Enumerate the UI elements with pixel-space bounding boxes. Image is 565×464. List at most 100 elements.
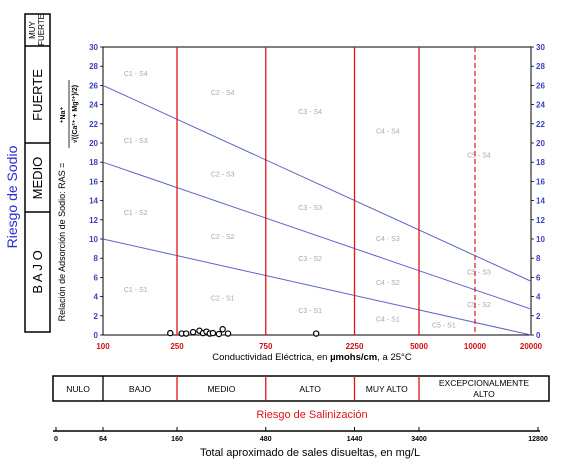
- y-tick-label-right: 4: [536, 293, 541, 302]
- y-tick-label-right: 6: [536, 273, 541, 282]
- salinity-level-label: MUY ALTO: [366, 384, 408, 394]
- zone-label: C4 - S3: [376, 236, 400, 243]
- data-points: [167, 326, 320, 338]
- y-tick-label-right: 16: [536, 177, 545, 186]
- data-point: [209, 329, 217, 337]
- y-tick-label-right: 22: [536, 120, 545, 129]
- zone-label: C2 - S2: [211, 234, 235, 241]
- y-tick-label-left: 10: [89, 235, 98, 244]
- salinity-level-label: ALTO: [299, 384, 321, 394]
- salinity-level-label: MEDIO: [207, 384, 235, 394]
- sodium-line: [102, 161, 532, 310]
- x-ticks: 100 250 750 2250 5000 10000 20000: [96, 342, 542, 351]
- tds-tick-label: 0: [54, 436, 58, 443]
- zone-label: C3 - S3: [298, 205, 322, 212]
- y-tick-label-right: 26: [536, 81, 545, 90]
- zone-labels: C1 - S4 C1 - S3 C1 - S2 C1 - S1 C2 - S4 C2 - …: [124, 71, 491, 330]
- y-tick-label-right: 28: [536, 62, 545, 71]
- y-tick-label-left: 18: [89, 158, 98, 167]
- y-tick-label-left: 24: [89, 101, 98, 110]
- tds-tick-label: 3400: [411, 436, 427, 443]
- y-tick-label-right: 2: [536, 312, 541, 321]
- x-tick-label: 100: [96, 342, 110, 351]
- tds-axis-label: Total aproximado de sales disueltas, en …: [200, 447, 420, 459]
- x-axis-label: Conductividad Eléctrica, en µmohs/cm, a …: [212, 352, 412, 363]
- x-tick-label: 750: [259, 342, 273, 351]
- tds-tick-label: 480: [260, 436, 272, 443]
- data-point: [182, 330, 190, 337]
- x-tick-label: 2250: [346, 342, 364, 351]
- x-tick-label: 250: [170, 342, 184, 351]
- y-tick-label-left: 0: [94, 331, 99, 340]
- zone-label: C3 - S2: [298, 256, 322, 263]
- y-tick-label-right: 14: [536, 197, 545, 206]
- zone-label: C2 - S3: [211, 172, 235, 179]
- zone-label: C3 - S4: [298, 109, 322, 116]
- y-axis-label-text: Relación de Adsorción de Sodio: RAS =: [57, 163, 67, 322]
- y-tick-label-right: 20: [536, 139, 545, 148]
- data-point: [312, 330, 320, 337]
- tds-tick-label: 160: [171, 436, 183, 443]
- sodium-level-medio: MEDIO: [30, 157, 45, 200]
- sodium-level-muy-fuerte: MUY: [28, 20, 37, 38]
- salinity-level-label: NULO: [66, 384, 90, 394]
- plot-area: C1 - S4 C1 - S3 C1 - S2 C1 - S1 C2 - S4 C2 - …: [89, 43, 545, 351]
- salinity-level-label-line2: ALTO: [473, 389, 495, 399]
- salinity-levels: NULO BAJO MEDIO ALTO MUY ALTO EXCEPCIONALMENT…: [66, 376, 529, 401]
- y-tick-label-right: 12: [536, 216, 545, 225]
- data-point: [167, 329, 174, 337]
- sodium-level-bajo: B A J O: [30, 250, 45, 293]
- zone-label: C4 - S1: [376, 317, 400, 324]
- data-point: [189, 328, 197, 336]
- y-tick-label-left: 30: [89, 43, 98, 52]
- zone-label: C5 - S3: [467, 270, 491, 277]
- y-tick-label-left: 22: [89, 120, 98, 129]
- y-tick-label-right: 0: [536, 331, 541, 340]
- y-tick-label-left: 26: [89, 81, 98, 90]
- data-point: [219, 326, 226, 333]
- sodium-risk-title: Riesgo de Sodio: [4, 145, 20, 248]
- sodium-risk-box: [24, 13, 51, 333]
- sodium-lines: [102, 84, 532, 336]
- salinity-risk-box: [52, 375, 550, 402]
- zone-label: C5 - S2: [467, 302, 491, 309]
- zone-label: C2 - S1: [211, 295, 235, 302]
- zone-label: C3 - S1: [298, 308, 322, 315]
- data-point: [224, 330, 232, 337]
- zone-label: C1 - S3: [124, 138, 148, 145]
- sodium-line: [102, 84, 532, 282]
- y-axis-formula-denominator: √((Ca²⁺ + Mg²⁺)/2): [71, 85, 79, 143]
- salinity-risk-bar: NULO BAJO MEDIO ALTO MUY ALTO EXCEPCIONALMENT…: [52, 375, 550, 402]
- zone-label: C4 - S2: [376, 280, 400, 287]
- x-tick-label: 10000: [464, 342, 487, 351]
- zone-label: C2 - S4: [211, 90, 235, 97]
- tds-axis: 0 64 160 480 1440 3400 12800 Total aproximado …: [53, 427, 548, 459]
- y-tick-label-left: 20: [89, 139, 98, 148]
- y-tick-label-left: 4: [94, 293, 99, 302]
- y-tick-label-left: 8: [94, 254, 99, 263]
- zone-label: C1 - S1: [124, 287, 148, 294]
- sodium-line: [102, 238, 532, 336]
- y-tick-label-right: 30: [536, 43, 545, 52]
- y-tick-label-left: 2: [94, 312, 99, 321]
- salinity-level-label: EXCEPCIONALMENTE: [439, 378, 530, 388]
- salinity-level-label: BAJO: [129, 384, 152, 394]
- y-tick-label-right: 10: [536, 235, 545, 244]
- y-tick-label-left: 16: [89, 177, 98, 186]
- salinity-lines: [176, 47, 476, 335]
- sodium-level-fuerte: FUERTE: [30, 69, 45, 121]
- zone-label: C4 - S4: [376, 128, 400, 135]
- zone-label: C1 - S4: [124, 71, 148, 78]
- tds-tick-label: 12800: [528, 436, 548, 443]
- y-tick-label-right: 8: [536, 254, 541, 263]
- sodium-risk-panel: Riesgo de Sodio B A J O MEDIO FUERTE MUY…: [4, 13, 51, 333]
- salinity-risk-title: Riesgo de Salinización: [256, 409, 367, 421]
- x-tick-label: 5000: [410, 342, 428, 351]
- zone-label: C5 - S1: [432, 322, 456, 329]
- zone-label: C5 - S4: [467, 152, 491, 159]
- tds-ticks: 0 64 160 480 1440 3400 12800: [54, 427, 548, 443]
- y-tick-label-left: 28: [89, 62, 98, 71]
